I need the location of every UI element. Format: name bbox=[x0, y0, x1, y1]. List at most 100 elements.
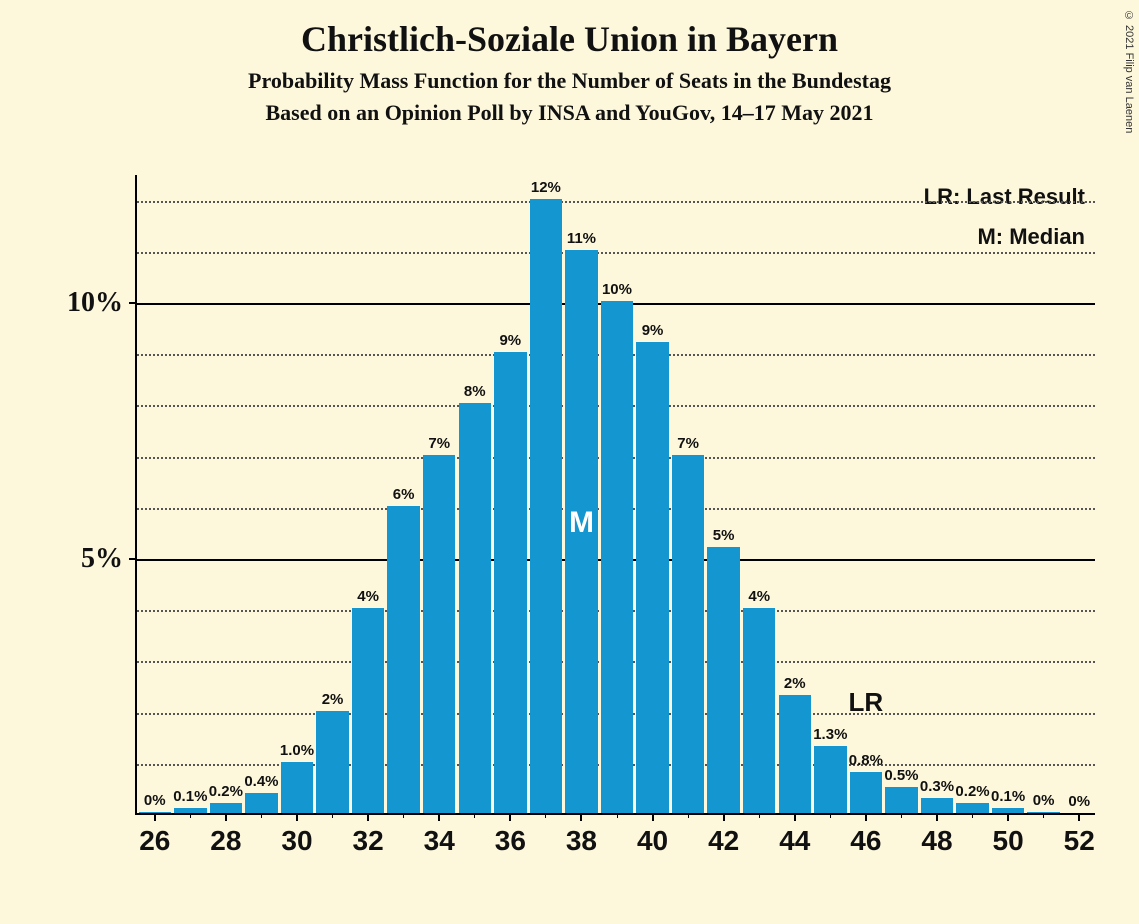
bar: 2% bbox=[779, 695, 812, 813]
x-tick-minor bbox=[261, 813, 262, 818]
bar: 7% bbox=[423, 455, 456, 813]
x-axis-label: 50 bbox=[993, 825, 1024, 857]
chart-subtitle-2: Based on an Opinion Poll by INSA and You… bbox=[0, 100, 1139, 126]
x-tick-minor bbox=[972, 813, 973, 818]
x-axis-label: 40 bbox=[637, 825, 668, 857]
x-axis-label: 28 bbox=[210, 825, 241, 857]
bar-value-label: 0.1% bbox=[173, 788, 207, 805]
bar-value-label: 0.5% bbox=[884, 767, 918, 784]
x-tick-major bbox=[794, 813, 796, 821]
bar-value-label: 1.0% bbox=[280, 742, 314, 759]
x-tick-minor bbox=[830, 813, 831, 818]
x-tick-major bbox=[652, 813, 654, 821]
y-axis-label: 10% bbox=[67, 287, 123, 319]
bar-value-label: 8% bbox=[464, 383, 486, 400]
bar: 1.3% bbox=[814, 746, 847, 813]
x-tick-major bbox=[154, 813, 156, 821]
bar: 2% bbox=[316, 711, 349, 813]
bar-value-label: 6% bbox=[393, 486, 415, 503]
bar-value-label: 1.3% bbox=[813, 726, 847, 743]
x-axis-label: 30 bbox=[281, 825, 312, 857]
x-tick-major bbox=[296, 813, 298, 821]
x-tick-minor bbox=[474, 813, 475, 818]
x-tick-minor bbox=[190, 813, 191, 818]
bar-value-label: 0.2% bbox=[955, 783, 989, 800]
bar-value-label: 7% bbox=[428, 435, 450, 452]
bar: 5% bbox=[707, 547, 740, 813]
bar: 4% bbox=[352, 608, 385, 813]
bar: 7% bbox=[672, 455, 705, 813]
x-axis-label: 46 bbox=[850, 825, 881, 857]
bar-value-label: 12% bbox=[531, 179, 561, 196]
chart: LR: Last Result M: Median 5%10%0%0.1%0.2… bbox=[60, 175, 1110, 875]
x-tick-major bbox=[225, 813, 227, 821]
x-axis-label: 34 bbox=[424, 825, 455, 857]
bar-value-label: 7% bbox=[677, 435, 699, 452]
bar: 0.3% bbox=[921, 798, 954, 813]
x-axis-label: 36 bbox=[495, 825, 526, 857]
y-tick bbox=[129, 558, 137, 560]
copyright: © 2021 Filip van Laenen bbox=[1123, 10, 1135, 133]
bar: 4% bbox=[743, 608, 776, 813]
x-tick-major bbox=[1078, 813, 1080, 821]
last-result-marker: LR bbox=[849, 687, 884, 718]
x-tick-major bbox=[438, 813, 440, 821]
chart-title: Christlich-Soziale Union in Bayern bbox=[0, 18, 1139, 60]
x-tick-minor bbox=[617, 813, 618, 818]
legend: LR: Last Result M: Median bbox=[924, 177, 1085, 256]
x-axis-label: 32 bbox=[353, 825, 384, 857]
bar: 12% bbox=[530, 199, 563, 813]
bar: 9% bbox=[494, 352, 527, 813]
bar: 0.5% bbox=[885, 787, 918, 813]
bar: 0.2% bbox=[956, 803, 989, 813]
chart-subtitle-1: Probability Mass Function for the Number… bbox=[0, 68, 1139, 94]
bar: 0.8% bbox=[850, 772, 883, 813]
legend-m: M: Median bbox=[924, 217, 1085, 257]
legend-lr: LR: Last Result bbox=[924, 177, 1085, 217]
bar-value-label: 0.3% bbox=[920, 778, 954, 795]
bar-value-label: 2% bbox=[784, 675, 806, 692]
title-block: Christlich-Soziale Union in Bayern Proba… bbox=[0, 0, 1139, 126]
x-tick-major bbox=[1007, 813, 1009, 821]
bar: 9% bbox=[636, 342, 669, 813]
bar-value-label: 2% bbox=[322, 691, 344, 708]
bar-value-label: 5% bbox=[713, 527, 735, 544]
bar-value-label: 10% bbox=[602, 281, 632, 298]
x-axis-label: 48 bbox=[921, 825, 952, 857]
x-tick-minor bbox=[901, 813, 902, 818]
bar: 6% bbox=[387, 506, 420, 813]
x-tick-major bbox=[936, 813, 938, 821]
x-axis-label: 26 bbox=[139, 825, 170, 857]
bar-value-label: 0% bbox=[144, 792, 166, 809]
x-axis-label: 38 bbox=[566, 825, 597, 857]
bar-value-label: 0.2% bbox=[209, 783, 243, 800]
x-tick-minor bbox=[1043, 813, 1044, 818]
plot-area: LR: Last Result M: Median 5%10%0%0.1%0.2… bbox=[135, 175, 1095, 815]
median-marker: M bbox=[569, 506, 594, 540]
x-tick-major bbox=[723, 813, 725, 821]
bar: 0.4% bbox=[245, 793, 278, 813]
y-axis-label: 5% bbox=[81, 543, 123, 575]
bar-value-label: 0.4% bbox=[244, 773, 278, 790]
bar-value-label: 0.1% bbox=[991, 788, 1025, 805]
x-tick-minor bbox=[332, 813, 333, 818]
bar: 8% bbox=[459, 403, 492, 813]
x-tick-minor bbox=[545, 813, 546, 818]
bar-value-label: 9% bbox=[642, 322, 664, 339]
bar: 1.0% bbox=[281, 762, 314, 813]
x-tick-minor bbox=[403, 813, 404, 818]
bar: 10% bbox=[601, 301, 634, 813]
bar: 0.2% bbox=[210, 803, 243, 813]
bar-value-label: 0% bbox=[1033, 792, 1055, 809]
x-tick-major bbox=[865, 813, 867, 821]
gridline-minor bbox=[137, 252, 1095, 254]
x-tick-minor bbox=[759, 813, 760, 818]
bar-value-label: 4% bbox=[748, 588, 770, 605]
bar-value-label: 0.8% bbox=[849, 752, 883, 769]
x-axis-label: 52 bbox=[1064, 825, 1095, 857]
bar-value-label: 0% bbox=[1068, 793, 1090, 810]
x-tick-major bbox=[509, 813, 511, 821]
x-tick-major bbox=[580, 813, 582, 821]
bar-value-label: 11% bbox=[567, 230, 596, 247]
x-tick-major bbox=[367, 813, 369, 821]
